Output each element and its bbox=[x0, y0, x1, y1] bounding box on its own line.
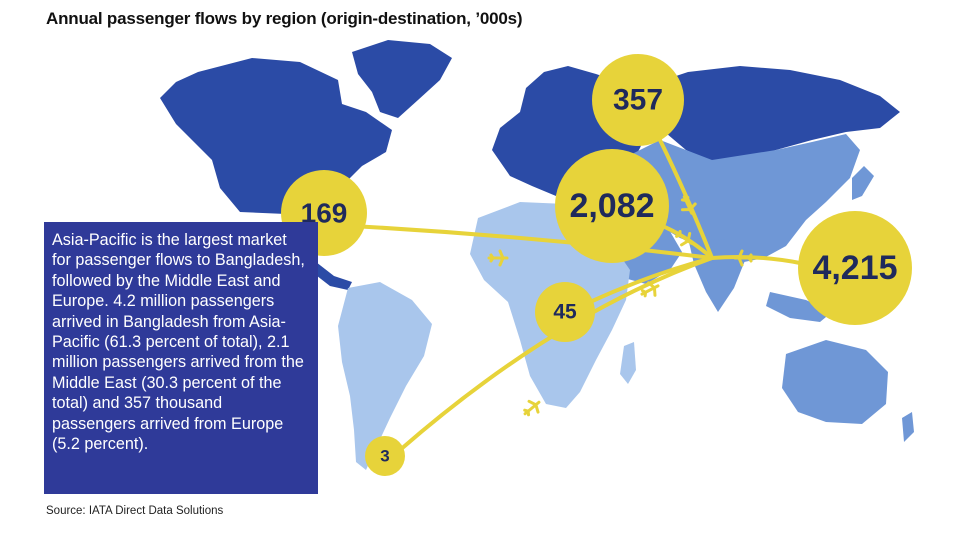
land-madagascar bbox=[620, 342, 636, 384]
flow-arrow-europe bbox=[658, 139, 714, 259]
land-central-america bbox=[296, 244, 352, 290]
flow-value-label: 2,082 bbox=[569, 187, 654, 225]
land-greenland bbox=[352, 40, 452, 118]
land-new-zealand bbox=[902, 412, 914, 442]
source-note: Source: IATA Direct Data Solutions bbox=[46, 505, 224, 517]
plane-icon bbox=[523, 399, 541, 417]
summary-note: Asia-Pacific is the largest market for p… bbox=[44, 222, 318, 494]
summary-note-text: Asia-Pacific is the largest market for p… bbox=[52, 231, 305, 454]
plane-icon bbox=[680, 195, 697, 215]
flow-bubble-asia-pacific: 4,215 bbox=[798, 211, 912, 325]
land-russia bbox=[640, 66, 900, 162]
flow-value-label: 3 bbox=[380, 447, 389, 466]
plane-icon bbox=[487, 249, 509, 267]
flow-value-label: 45 bbox=[553, 301, 577, 324]
land-japan bbox=[852, 166, 874, 200]
land-se-asia bbox=[766, 292, 832, 322]
plane-icon bbox=[733, 249, 755, 267]
flow-bubble-africa: 45 bbox=[535, 282, 595, 342]
flow-value-label: 357 bbox=[613, 84, 663, 117]
flow-bubble-europe: 357 bbox=[592, 54, 684, 146]
flow-bubble-latin-america: 3 bbox=[365, 436, 405, 476]
land-south-america bbox=[338, 282, 432, 470]
flow-arrows bbox=[351, 139, 801, 452]
plane-icon bbox=[675, 229, 693, 247]
flow-value-label: 4,215 bbox=[812, 249, 897, 287]
flow-arrow-americas bbox=[351, 224, 713, 260]
map-title: Annual passenger flows by region (origin… bbox=[46, 9, 523, 28]
flow-bubble-middle-east: 2,082 bbox=[555, 149, 669, 263]
land-australia bbox=[782, 340, 888, 424]
flow-arrow-asia-pacific bbox=[711, 254, 801, 265]
